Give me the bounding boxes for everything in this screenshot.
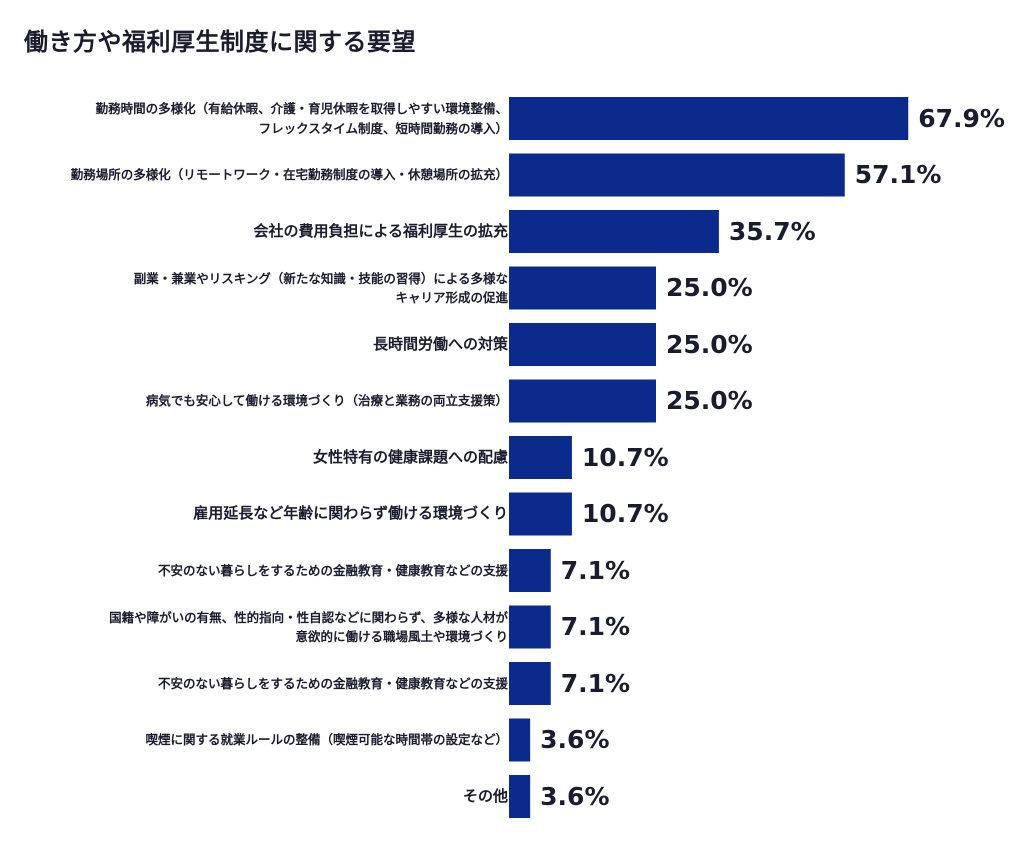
bar-1 xyxy=(509,153,845,197)
category-label-11: 喫煙に関する就業ルールの整備（喫煙可能な時間帯の設定など） xyxy=(145,732,508,748)
chart-title: 働き方や福利厚生制度に関する要望 xyxy=(24,28,416,56)
value-label-6: 10.7% xyxy=(581,442,669,472)
bar-0 xyxy=(509,97,909,140)
bar-3 xyxy=(509,266,656,310)
category-label-6: 女性特有の健康課題への配慮 xyxy=(312,447,508,466)
value-label-4: 25.0% xyxy=(666,329,753,359)
category-label-1: 勤務場所の多様化（リモートワーク・在宅勤務制度の導入・休憩場所の拡充） xyxy=(70,167,508,183)
value-label-9: 7.1% xyxy=(560,612,631,641)
value-label-5: 25.0% xyxy=(666,386,753,415)
bar-2 xyxy=(509,210,719,253)
value-label-11: 3.6% xyxy=(540,725,610,754)
value-label-7: 10.7% xyxy=(581,499,669,528)
category-label-5: 病気でも安心して働ける環境づくり（治療と業務の両立支援策） xyxy=(145,393,508,409)
category-label-2: 会社の費用負担による福利厚生の拡充 xyxy=(253,221,508,240)
bar-7 xyxy=(509,492,572,536)
value-label-12: 3.6% xyxy=(540,781,610,811)
category-label-0: 勤務時間の多様化（有給休暇、介護・育児休暇を取得しやすい環境整備、 フレックスタ… xyxy=(95,101,508,136)
category-label-8: 不安のない暮らしをするための金融教育・健康教育などの支援 xyxy=(157,562,508,578)
bar-4 xyxy=(509,323,656,366)
value-label-1: 57.1% xyxy=(854,160,942,189)
bar-6 xyxy=(509,436,572,479)
value-label-8: 7.1% xyxy=(560,555,631,585)
category-label-12: その他 xyxy=(462,786,508,805)
bar-5 xyxy=(509,379,656,423)
value-label-3: 25.0% xyxy=(666,273,753,302)
bar-12 xyxy=(509,775,531,818)
bar-8 xyxy=(509,549,551,592)
category-label-10: 不安のない暮らしをするための金融教育・健康教育などの支援 xyxy=(157,675,508,691)
category-label-9: 国籍や障がいの有無、性的指向・性自認などに関わらず、多様な人材が 意欲的に働ける… xyxy=(109,609,508,644)
value-label-10: 7.1% xyxy=(560,668,631,698)
category-label-7: 雇用延長など年齢に関わらず働ける環境づくり xyxy=(193,504,508,523)
value-label-2: 35.7% xyxy=(728,216,816,246)
bar-9 xyxy=(509,605,551,649)
category-label-4: 長時間労働への対策 xyxy=(372,334,508,353)
bar-10 xyxy=(509,662,551,705)
value-label-0: 67.9% xyxy=(918,103,1005,133)
bar-11 xyxy=(509,718,531,762)
category-label-3: 副業・兼業やリスキング（新たな知識・技能の習得）による多様な キャリア形成の促進 xyxy=(133,270,508,305)
